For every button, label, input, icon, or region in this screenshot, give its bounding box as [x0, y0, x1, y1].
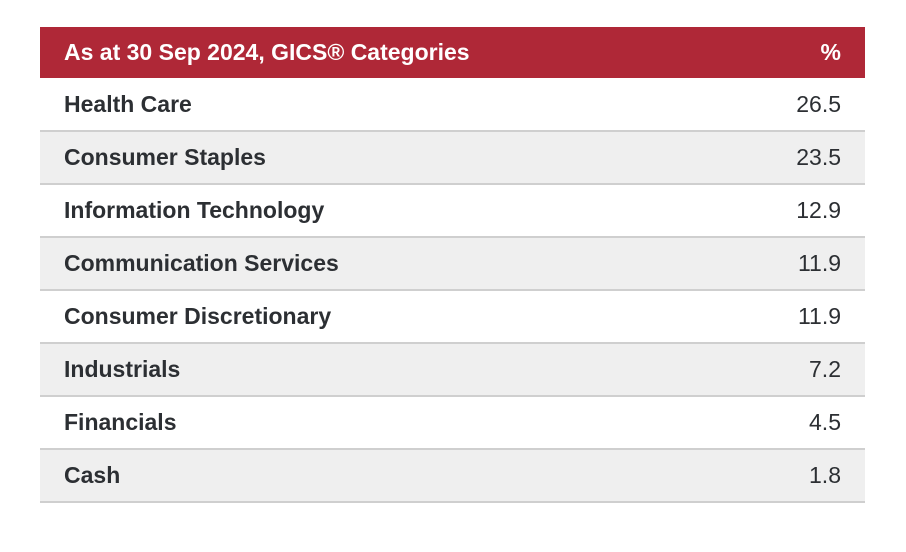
percent-cell: 23.5 [617, 131, 865, 185]
table-row: Consumer Discretionary 11.9 [40, 290, 865, 344]
header-row: As at 30 Sep 2024, GICS® Categories % [40, 27, 865, 78]
table-row: Financials 4.5 [40, 396, 865, 450]
table-row: Communication Services 11.9 [40, 237, 865, 291]
percent-column-header: % [617, 27, 865, 78]
category-cell: Consumer Discretionary [40, 290, 618, 344]
table-header: As at 30 Sep 2024, GICS® Categories % [40, 27, 865, 78]
percent-cell: 7.2 [617, 343, 865, 397]
table-row: Information Technology 12.9 [40, 184, 865, 238]
table-row: Industrials 7.2 [40, 343, 865, 397]
table-row: Cash 1.8 [40, 449, 865, 503]
category-cell: Health Care [40, 78, 618, 132]
category-cell: Information Technology [40, 184, 618, 238]
table-row: Health Care 26.5 [40, 78, 865, 132]
table-row: Consumer Staples 23.5 [40, 131, 865, 185]
category-cell: Industrials [40, 343, 618, 397]
category-cell: Consumer Staples [40, 131, 618, 185]
percent-cell: 12.9 [617, 184, 865, 238]
percent-cell: 11.9 [617, 290, 865, 344]
percent-cell: 11.9 [617, 237, 865, 291]
category-column-header: As at 30 Sep 2024, GICS® Categories [40, 27, 618, 78]
percent-cell: 1.8 [617, 449, 865, 503]
percent-cell: 26.5 [617, 78, 865, 132]
table-body: Health Care 26.5 Consumer Staples 23.5 I… [40, 78, 865, 503]
category-cell: Financials [40, 396, 618, 450]
category-cell: Cash [40, 449, 618, 503]
percent-cell: 4.5 [617, 396, 865, 450]
category-cell: Communication Services [40, 237, 618, 291]
sector-allocation-table: As at 30 Sep 2024, GICS® Categories % He… [40, 27, 865, 503]
sector-allocation-table-container: As at 30 Sep 2024, GICS® Categories % He… [40, 27, 865, 503]
